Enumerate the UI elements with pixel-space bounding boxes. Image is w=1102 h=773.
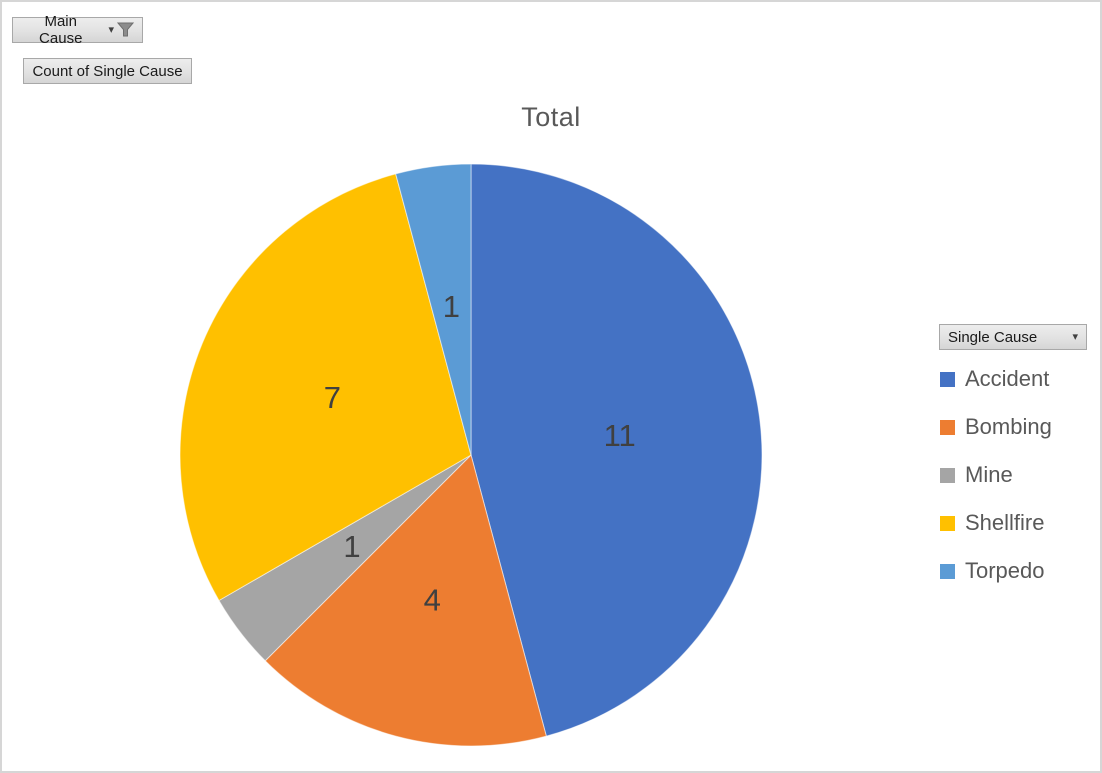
pie-slice-shellfire[interactable] xyxy=(179,173,472,602)
legend-swatch-torpedo xyxy=(940,563,955,579)
legend-item-torpedo[interactable]: Torpedo xyxy=(940,547,1052,595)
legend-label-mine: Mine xyxy=(965,462,1013,487)
legend-item-bombing[interactable]: Bombing xyxy=(940,403,1052,451)
chart-title: Total xyxy=(521,102,581,132)
legend-label-torpedo: Torpedo xyxy=(965,558,1045,583)
legend-item-shellfire[interactable]: Shellfire xyxy=(940,499,1052,547)
legend-item-mine[interactable]: Mine xyxy=(940,451,1052,499)
pie-slice-accident[interactable] xyxy=(470,163,763,737)
data-label-bombing: 4 xyxy=(424,582,441,617)
legend-swatch-mine xyxy=(940,467,955,483)
legend-item-accident[interactable]: Accident xyxy=(940,355,1052,403)
pie-chart: 11 4 1 7 1 xyxy=(179,163,763,747)
count-of-single-cause-label: Count of Single Cause xyxy=(32,62,183,80)
dropdown-arrow-icon: ▾ xyxy=(1072,330,1078,343)
legend-label-bombing: Bombing xyxy=(965,414,1052,439)
chart-legend: Accident Bombing Mine Shellfire Torpedo xyxy=(940,355,1052,595)
legend-label-accident: Accident xyxy=(965,366,1050,391)
data-label-shellfire: 7 xyxy=(324,380,341,415)
single-cause-legend-field-button[interactable]: Single Cause ▾ xyxy=(939,324,1087,350)
legend-swatch-bombing xyxy=(940,419,955,435)
pie-slice-torpedo[interactable] xyxy=(395,163,472,456)
legend-swatch-accident xyxy=(940,371,955,387)
pie-slice-bombing[interactable] xyxy=(264,454,547,747)
data-label-mine: 1 xyxy=(343,529,360,564)
filter-funnel-icon xyxy=(117,22,134,38)
data-label-accident: 11 xyxy=(604,418,636,453)
single-cause-legend-label: Single Cause xyxy=(948,328,1038,346)
dropdown-arrow-icon: ▾ xyxy=(108,23,114,36)
legend-swatch-shellfire xyxy=(940,515,955,531)
main-cause-field-label: Main Cause xyxy=(39,13,83,47)
data-label-torpedo: 1 xyxy=(443,289,460,324)
main-cause-field-button[interactable]: Main Cause ▾ xyxy=(12,13,143,47)
count-of-single-cause-field-button[interactable]: Count of Single Cause xyxy=(23,58,192,84)
legend-label-shellfire: Shellfire xyxy=(965,510,1045,535)
